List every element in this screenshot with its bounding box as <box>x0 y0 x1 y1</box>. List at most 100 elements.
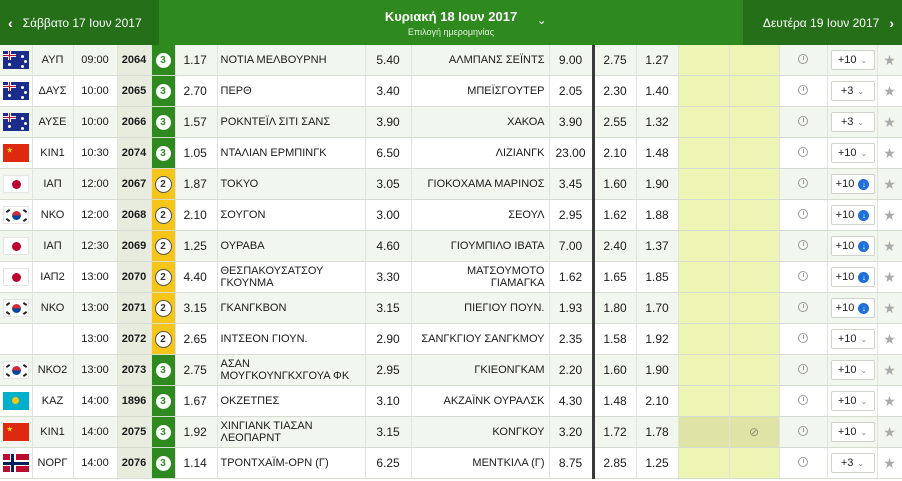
odd-draw-button[interactable]: 3.00 <box>365 199 412 231</box>
odd-under-button[interactable]: 1.62 <box>591 199 637 231</box>
odd-home-button[interactable]: 1.14 <box>175 447 218 479</box>
odd-over-button[interactable]: 1.90 <box>636 354 679 386</box>
odd-draw-button[interactable]: 2.90 <box>365 323 412 355</box>
match-row[interactable]: ΙΑΠ 12:30 2069 2 1.25 ΟΥΡΑΒΑ 4.60 ΓΙΟΥΜΠΙΛΟ ΙΒΑ… <box>0 230 902 262</box>
match-row[interactable]: ΝΟΡΓ 14:00 2076 3 1.14 ΤΡΟΝΤΧΑΪΜ-ΟΡΝ (Γ) 6.25 Μ… <box>0 447 902 479</box>
odd-draw-button[interactable]: 3.15 <box>365 292 412 324</box>
more-markets-button[interactable]: +10 ↓ <box>830 267 875 287</box>
odd-over-button[interactable]: 1.27 <box>636 45 679 76</box>
odd-away-button[interactable]: 3.20 <box>549 416 594 448</box>
star-icon[interactable]: ★ <box>883 361 896 378</box>
match-row[interactable]: ΝΚΟ2 13:00 2073 3 2.75 ΑΣΑΝ ΜΟΥΓΚΟΥΝΓΚΧΓΟΥΑ Φ… <box>0 354 902 386</box>
more-markets-button[interactable]: +10 ⌄ <box>830 391 875 411</box>
match-row[interactable]: ΔΑΥΣ 10:00 2065 3 2.70 ΠΕΡΘ 3.40 ΜΠΕΪΣΓΟΥΤΕΡ 2.0… <box>0 75 902 107</box>
more-markets-button[interactable]: +10 ↓ <box>830 205 875 225</box>
odd-home-button[interactable]: 2.65 <box>175 323 218 355</box>
notification-cell[interactable] <box>729 230 780 262</box>
odd-over-button[interactable]: 1.88 <box>636 199 679 231</box>
odd-away-button[interactable]: 1.62 <box>549 261 594 293</box>
odd-draw-button[interactable]: 3.30 <box>365 261 412 293</box>
odd-draw-button[interactable]: 3.90 <box>365 106 412 138</box>
match-row[interactable]: ΚΑΖ 14:00 1896 3 1.67 ΟΚΖΕΤΠΕΣ 3.10 ΑΚΖΑΪΝΚ ΟΥΡ… <box>0 385 902 417</box>
match-row[interactable]: ΝΚΟ 13:00 2071 2 3.15 ΓΚΑΝΓΚΒΟΝ 3.15 ΠΙΕΓΙΟΥ ΠΟ… <box>0 292 902 324</box>
prev-day-button[interactable]: ‹ Σάββατο 17 Ιουν 2017 <box>0 0 159 45</box>
odd-home-button[interactable]: 1.05 <box>175 137 218 169</box>
odd-under-button[interactable]: 2.55 <box>591 106 637 138</box>
odd-over-button[interactable]: 1.40 <box>636 75 679 107</box>
star-icon[interactable]: ★ <box>883 113 896 130</box>
notification-cell[interactable] <box>729 385 780 417</box>
odd-draw-button[interactable]: 6.25 <box>365 447 412 479</box>
notification-cell[interactable] <box>729 354 780 386</box>
more-markets-button[interactable]: +10 ⌄ <box>830 422 875 442</box>
odd-draw-button[interactable]: 3.40 <box>365 75 412 107</box>
more-markets-button[interactable]: +10 ⌄ <box>830 50 875 70</box>
match-row[interactable]: ΙΑΠ 12:00 2067 2 1.87 ΤΟΚΥΟ 3.05 ΓΙΟΚΟΧΑΜΑ ΜΑΡΙ… <box>0 168 902 200</box>
odd-over-button[interactable]: 1.78 <box>636 416 679 448</box>
odd-away-button[interactable]: 9.00 <box>549 45 594 76</box>
more-markets-button[interactable]: +10 ⌄ <box>830 360 875 380</box>
notification-cell[interactable] <box>729 199 780 231</box>
odd-home-button[interactable]: 1.57 <box>175 106 218 138</box>
odd-under-button[interactable]: 1.60 <box>591 168 637 200</box>
star-icon[interactable]: ★ <box>883 423 896 440</box>
odd-draw-button[interactable]: 3.15 <box>365 416 412 448</box>
match-row[interactable]: ΙΑΠ2 13:00 2070 2 4.40 ΘΕΣΠΑΚΟΥΣΑΤΣΟΥ ΓΚΟΥΝΜΑ… <box>0 261 902 293</box>
odd-over-button[interactable]: 1.92 <box>636 323 679 355</box>
odd-home-button[interactable]: 3.15 <box>175 292 218 324</box>
more-markets-button[interactable]: +10 ⌄ <box>830 329 875 349</box>
odd-over-button[interactable]: 1.32 <box>636 106 679 138</box>
notification-cell[interactable] <box>729 168 780 200</box>
odd-over-button[interactable]: 2.10 <box>636 385 679 417</box>
match-row[interactable]: ΑΥΠ 09:00 2064 3 1.17 ΝΟΤΙΑ ΜΕΛΒΟΥΡΝΗ 5.40 ΑΛΜΠ… <box>0 45 902 76</box>
match-row[interactable]: ΚΙΝ1 14:00 2075 3 1.92 ΧΙΝΓΙΑΝΚ ΤΙΑΣΑΝ ΛΕΟΠΑΡ… <box>0 416 902 448</box>
odd-draw-button[interactable]: 3.05 <box>365 168 412 200</box>
star-icon[interactable]: ★ <box>883 392 896 409</box>
odd-away-button[interactable]: 1.93 <box>549 292 594 324</box>
odd-away-button[interactable]: 3.45 <box>549 168 594 200</box>
odd-home-button[interactable]: 1.17 <box>175 45 218 76</box>
odd-over-button[interactable]: 1.25 <box>636 447 679 479</box>
notification-cell[interactable] <box>729 75 780 107</box>
match-row[interactable]: ΚΙΝ1 10:30 2074 3 1.05 ΝΤΑΛΙΑΝ ΕΡΜΠΙΝΓΚ 6.50 ΛΙ… <box>0 137 902 169</box>
odd-under-button[interactable]: 1.60 <box>591 354 637 386</box>
odd-home-button[interactable]: 1.92 <box>175 416 218 448</box>
odd-away-button[interactable]: 2.95 <box>549 199 594 231</box>
odd-away-button[interactable]: 7.00 <box>549 230 594 262</box>
notification-cell[interactable] <box>729 323 780 355</box>
odd-home-button[interactable]: 2.10 <box>175 199 218 231</box>
odd-under-button[interactable]: 1.48 <box>591 385 637 417</box>
odd-away-button[interactable]: 23.00 <box>549 137 594 169</box>
more-markets-button[interactable]: +10 ↓ <box>830 298 875 318</box>
odd-under-button[interactable]: 1.80 <box>591 292 637 324</box>
match-row[interactable]: ΝΚΟ 12:00 2068 2 2.10 ΣΟΥΓΟΝ 3.00 ΣΕΟΥΛ 2.95 1.62… <box>0 199 902 231</box>
star-icon[interactable]: ★ <box>883 144 896 161</box>
odd-draw-button[interactable]: 5.40 <box>365 45 412 76</box>
star-icon[interactable]: ★ <box>883 268 896 285</box>
odd-away-button[interactable]: 4.30 <box>549 385 594 417</box>
match-row[interactable]: ΑΥΣΕ 10:00 2066 3 1.57 ΡΟΚΝΤΕΪΛ ΣΙΤΙ ΣΑΝΣ 3.90… <box>0 106 902 138</box>
star-icon[interactable]: ★ <box>883 82 896 99</box>
odd-away-button[interactable]: 2.05 <box>549 75 594 107</box>
odd-away-button[interactable]: 3.90 <box>549 106 594 138</box>
odd-under-button[interactable]: 2.40 <box>591 230 637 262</box>
star-icon[interactable]: ★ <box>883 175 896 192</box>
odd-home-button[interactable]: 2.70 <box>175 75 218 107</box>
odd-over-button[interactable]: 1.48 <box>636 137 679 169</box>
odd-over-button[interactable]: 1.37 <box>636 230 679 262</box>
star-icon[interactable]: ★ <box>883 237 896 254</box>
odd-over-button[interactable]: 1.85 <box>636 261 679 293</box>
odd-under-button[interactable]: 2.30 <box>591 75 637 107</box>
notification-cell[interactable] <box>729 447 780 479</box>
odd-home-button[interactable]: 2.75 <box>175 354 218 386</box>
odd-away-button[interactable]: 2.35 <box>549 323 594 355</box>
next-day-button[interactable]: Δευτέρα 19 Ιουν 2017 › <box>743 0 902 45</box>
odd-under-button[interactable]: 1.58 <box>591 323 637 355</box>
match-row[interactable]: 13:00 2072 2 2.65 ΙΝΤΣΕΟΝ ΓΙΟΥΝ. 2.90 ΣΑΝΓΚΓΙΟ… <box>0 323 902 355</box>
notification-cell[interactable] <box>729 106 780 138</box>
notification-cell[interactable] <box>729 292 780 324</box>
more-markets-button[interactable]: +3 ⌄ <box>830 81 875 101</box>
odd-under-button[interactable]: 2.85 <box>591 447 637 479</box>
odd-away-button[interactable]: 2.20 <box>549 354 594 386</box>
odd-home-button[interactable]: 1.25 <box>175 230 218 262</box>
